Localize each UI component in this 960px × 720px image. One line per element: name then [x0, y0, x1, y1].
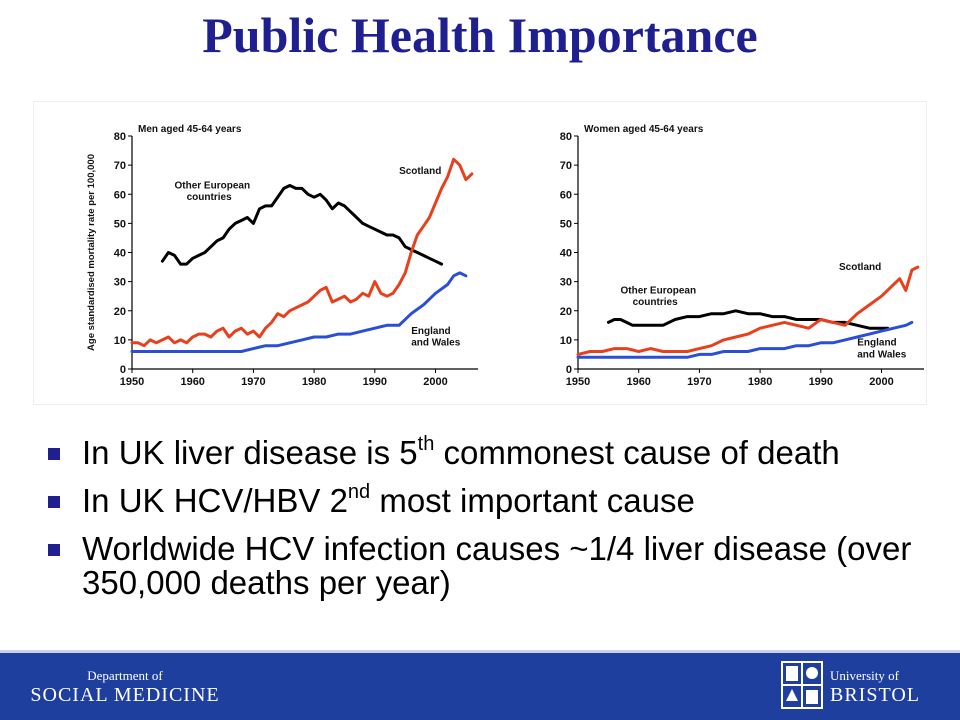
university-logo-text: University of BRISTOL — [830, 668, 920, 707]
chart-title: Men aged 45-64 years — [138, 124, 242, 135]
annotation-label: countries — [187, 192, 232, 203]
series-line — [576, 265, 920, 356]
annotation-label: England — [857, 338, 896, 349]
y-tick-label: 80 — [114, 131, 126, 143]
bullet-item: Worldwide HCV infection causes ~1/4 live… — [44, 532, 924, 600]
university-crest-icon — [781, 661, 823, 709]
x-tick-label: 1970 — [241, 376, 265, 388]
annotation-label: Other European — [174, 180, 250, 191]
y-tick-label: 10 — [114, 335, 126, 347]
x-tick-label: 1990 — [363, 376, 387, 388]
x-tick-label: 1960 — [626, 376, 650, 388]
annotation-label: and Wales — [411, 338, 461, 349]
page-title: Public Health Importance — [202, 7, 758, 63]
y-axis-label: Age standardised mortality rate per 100,… — [86, 154, 97, 351]
x-tick-label: 1970 — [687, 376, 711, 388]
bullet-square-icon — [48, 544, 60, 556]
y-tick-label: 70 — [114, 160, 126, 172]
y-tick-label: 60 — [560, 189, 572, 201]
series-line — [130, 271, 468, 353]
y-tick-label: 70 — [560, 160, 572, 172]
y-tick-label: 50 — [560, 218, 572, 230]
y-tick-label: 40 — [560, 248, 572, 260]
chart-men: 0 10 20 30 40 50 60 70 80 1950 1960 1970 1980 1990 200… — [86, 124, 478, 388]
university-label: University of — [830, 668, 899, 683]
series-line — [606, 309, 890, 330]
bullet-square-icon — [48, 496, 60, 508]
bullet-list: In UK liver disease is 5th commonest cau… — [44, 434, 924, 614]
annotation-label: Scotland — [839, 262, 881, 273]
y-tick-label: 20 — [114, 306, 126, 318]
y-tick-label: 60 — [114, 189, 126, 201]
bullet-item: In UK liver disease is 5th commonest cau… — [44, 434, 924, 470]
y-tick-label: 0 — [120, 364, 126, 376]
y-tick-label: 50 — [114, 218, 126, 230]
bullet-item: In UK HCV/HBV 2nd most important cause — [44, 482, 924, 518]
y-tick-label: 10 — [560, 335, 572, 347]
department-name: SOCIAL MEDICINE — [30, 684, 220, 706]
annotation-label: Other European — [620, 285, 696, 296]
x-tick-label: 1960 — [180, 376, 204, 388]
series-line — [130, 157, 474, 348]
bullet-square-icon — [48, 448, 60, 460]
y-tick-label: 40 — [114, 248, 126, 260]
chart-title: Women aged 45-64 years — [584, 124, 704, 135]
chart-panel: 0 10 20 30 40 50 60 70 80 1950 1960 1970 1980 1990 200… — [34, 102, 926, 404]
x-tick-label: 2000 — [423, 376, 447, 388]
university-name: BRISTOL — [830, 684, 920, 706]
annotation-label: countries — [633, 297, 678, 308]
x-tick-label: 1980 — [748, 376, 772, 388]
y-tick-label: 20 — [560, 306, 572, 318]
annotation-label: England — [411, 326, 450, 337]
chart-women: 0 10 20 30 40 50 60 70 80 1950 1960 1970 1980 1990 200… — [560, 124, 924, 388]
series-line — [160, 184, 444, 266]
y-tick-label: 30 — [560, 277, 572, 289]
x-tick-label: 1990 — [809, 376, 833, 388]
department-logo-text: Department of SOCIAL MEDICINE — [0, 668, 250, 707]
annotation-label: and Wales — [857, 349, 907, 360]
x-tick-label: 1950 — [566, 376, 590, 388]
x-tick-label: 1980 — [302, 376, 326, 388]
y-tick-label: 30 — [114, 277, 126, 289]
x-tick-label: 2000 — [869, 376, 893, 388]
y-tick-label: 0 — [566, 364, 572, 376]
x-tick-label: 1950 — [120, 376, 144, 388]
y-tick-label: 80 — [560, 131, 572, 143]
series-line — [576, 320, 914, 359]
department-label: Department of — [87, 668, 163, 683]
annotation-label: Scotland — [399, 166, 441, 177]
footer-divider — [0, 650, 960, 653]
